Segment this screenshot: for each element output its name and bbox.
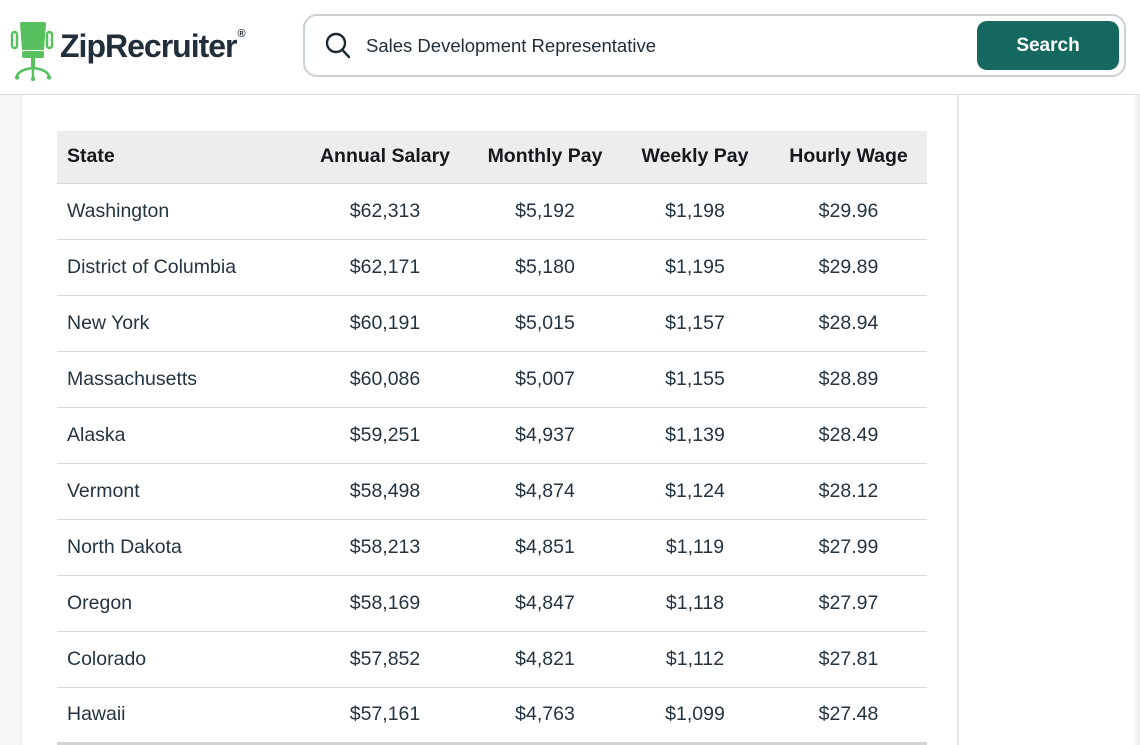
cell-state: North Dakota bbox=[57, 519, 300, 576]
column-header-weekly-pay: Weekly Pay bbox=[620, 131, 770, 184]
cell-monthly-pay: $5,192 bbox=[470, 183, 620, 240]
cell-monthly-pay: $4,847 bbox=[470, 575, 620, 632]
cell-state: New York bbox=[57, 295, 300, 352]
cell-monthly-pay: $4,851 bbox=[470, 519, 620, 576]
table-row: New York $60,191 $5,015 $1,157 $28.94 bbox=[57, 295, 927, 352]
cell-hourly-wage: $29.89 bbox=[770, 239, 927, 296]
header-row: State Annual Salary Monthly Pay Weekly P… bbox=[57, 131, 927, 184]
cell-weekly-pay: $1,118 bbox=[620, 575, 770, 632]
ziprecruiter-chair-icon bbox=[10, 8, 54, 87]
cell-monthly-pay: $5,007 bbox=[470, 351, 620, 408]
cell-annual-salary: $62,171 bbox=[300, 239, 470, 296]
column-header-monthly-pay: Monthly Pay bbox=[470, 131, 620, 184]
cell-annual-salary: $57,852 bbox=[300, 631, 470, 688]
cell-monthly-pay: $4,821 bbox=[470, 631, 620, 688]
table-row: Washington $62,313 $5,192 $1,198 $29.96 bbox=[57, 183, 927, 240]
cell-weekly-pay: $1,112 bbox=[620, 631, 770, 688]
cell-hourly-wage: $28.94 bbox=[770, 295, 927, 352]
cell-weekly-pay: $1,157 bbox=[620, 295, 770, 352]
cell-state: Alaska bbox=[57, 407, 300, 464]
cell-annual-salary: $58,213 bbox=[300, 519, 470, 576]
cell-hourly-wage: $28.49 bbox=[770, 407, 927, 464]
cell-annual-salary: $57,161 bbox=[300, 687, 470, 745]
cell-monthly-pay: $4,937 bbox=[470, 407, 620, 464]
table-row: Alaska $59,251 $4,937 $1,139 $28.49 bbox=[57, 407, 927, 464]
search-button[interactable]: Search bbox=[977, 21, 1119, 70]
cell-weekly-pay: $1,124 bbox=[620, 463, 770, 520]
search-icon bbox=[323, 31, 353, 61]
table-row: Massachusetts $60,086 $5,007 $1,155 $28.… bbox=[57, 351, 927, 408]
column-header-annual-salary: Annual Salary bbox=[300, 131, 470, 184]
cell-monthly-pay: $4,874 bbox=[470, 463, 620, 520]
cell-hourly-wage: $27.48 bbox=[770, 687, 927, 745]
cell-weekly-pay: $1,099 bbox=[620, 687, 770, 745]
cell-state: Oregon bbox=[57, 575, 300, 632]
cell-state: Hawaii bbox=[57, 687, 300, 745]
table-row: Oregon $58,169 $4,847 $1,118 $27.97 bbox=[57, 575, 927, 632]
cell-hourly-wage: $27.81 bbox=[770, 631, 927, 688]
cell-state: Vermont bbox=[57, 463, 300, 520]
cell-annual-salary: $62,313 bbox=[300, 183, 470, 240]
ziprecruiter-logo[interactable]: ZipRecruiter ® bbox=[10, 8, 246, 87]
right-rail bbox=[959, 95, 1132, 745]
registered-trademark: ® bbox=[237, 27, 246, 40]
page-content: State Annual Salary Monthly Pay Weekly P… bbox=[0, 95, 1140, 745]
cell-monthly-pay: $5,180 bbox=[470, 239, 620, 296]
table-row: Vermont $58,498 $4,874 $1,124 $28.12 bbox=[57, 463, 927, 520]
cell-weekly-pay: $1,139 bbox=[620, 407, 770, 464]
job-search-bar: Search bbox=[303, 14, 1126, 77]
column-header-state: State bbox=[57, 131, 300, 184]
cell-state: Washington bbox=[57, 183, 300, 240]
table-row: Colorado $57,852 $4,821 $1,112 $27.81 bbox=[57, 631, 927, 688]
site-header: ZipRecruiter ® Search bbox=[0, 0, 1140, 95]
cell-state: Massachusetts bbox=[57, 351, 300, 408]
cell-annual-salary: $60,086 bbox=[300, 351, 470, 408]
cell-hourly-wage: $28.89 bbox=[770, 351, 927, 408]
cell-hourly-wage: $29.96 bbox=[770, 183, 927, 240]
cell-annual-salary: $60,191 bbox=[300, 295, 470, 352]
left-gutter bbox=[0, 95, 22, 745]
salary-table-body: Washington $62,313 $5,192 $1,198 $29.96 … bbox=[57, 183, 927, 745]
search-input[interactable] bbox=[353, 34, 1124, 57]
cell-state: District of Columbia bbox=[57, 239, 300, 296]
salary-by-state-table: State Annual Salary Monthly Pay Weekly P… bbox=[57, 131, 927, 745]
panel-divider bbox=[957, 95, 959, 745]
column-header-hourly-wage: Hourly Wage bbox=[770, 131, 927, 184]
cell-monthly-pay: $5,015 bbox=[470, 295, 620, 352]
cell-monthly-pay: $4,763 bbox=[470, 687, 620, 745]
cell-weekly-pay: $1,155 bbox=[620, 351, 770, 408]
cell-state: Colorado bbox=[57, 631, 300, 688]
cell-weekly-pay: $1,195 bbox=[620, 239, 770, 296]
cell-annual-salary: $58,169 bbox=[300, 575, 470, 632]
right-gutter bbox=[1132, 95, 1140, 745]
cell-weekly-pay: $1,198 bbox=[620, 183, 770, 240]
cell-weekly-pay: $1,119 bbox=[620, 519, 770, 576]
logo-wordmark: ZipRecruiter bbox=[60, 27, 237, 64]
cell-annual-salary: $59,251 bbox=[300, 407, 470, 464]
cell-hourly-wage: $28.12 bbox=[770, 463, 927, 520]
cell-annual-salary: $58,498 bbox=[300, 463, 470, 520]
table-row: North Dakota $58,213 $4,851 $1,119 $27.9… bbox=[57, 519, 927, 576]
table-row: District of Columbia $62,171 $5,180 $1,1… bbox=[57, 239, 927, 296]
table-row: Hawaii $57,161 $4,763 $1,099 $27.48 bbox=[57, 687, 927, 745]
main-content: State Annual Salary Monthly Pay Weekly P… bbox=[22, 95, 957, 745]
cell-hourly-wage: $27.97 bbox=[770, 575, 927, 632]
cell-hourly-wage: $27.99 bbox=[770, 519, 927, 576]
table-header: State Annual Salary Monthly Pay Weekly P… bbox=[57, 131, 927, 184]
